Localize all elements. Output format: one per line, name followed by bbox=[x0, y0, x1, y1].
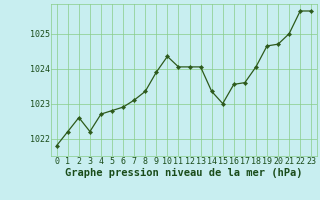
X-axis label: Graphe pression niveau de la mer (hPa): Graphe pression niveau de la mer (hPa) bbox=[65, 168, 303, 178]
